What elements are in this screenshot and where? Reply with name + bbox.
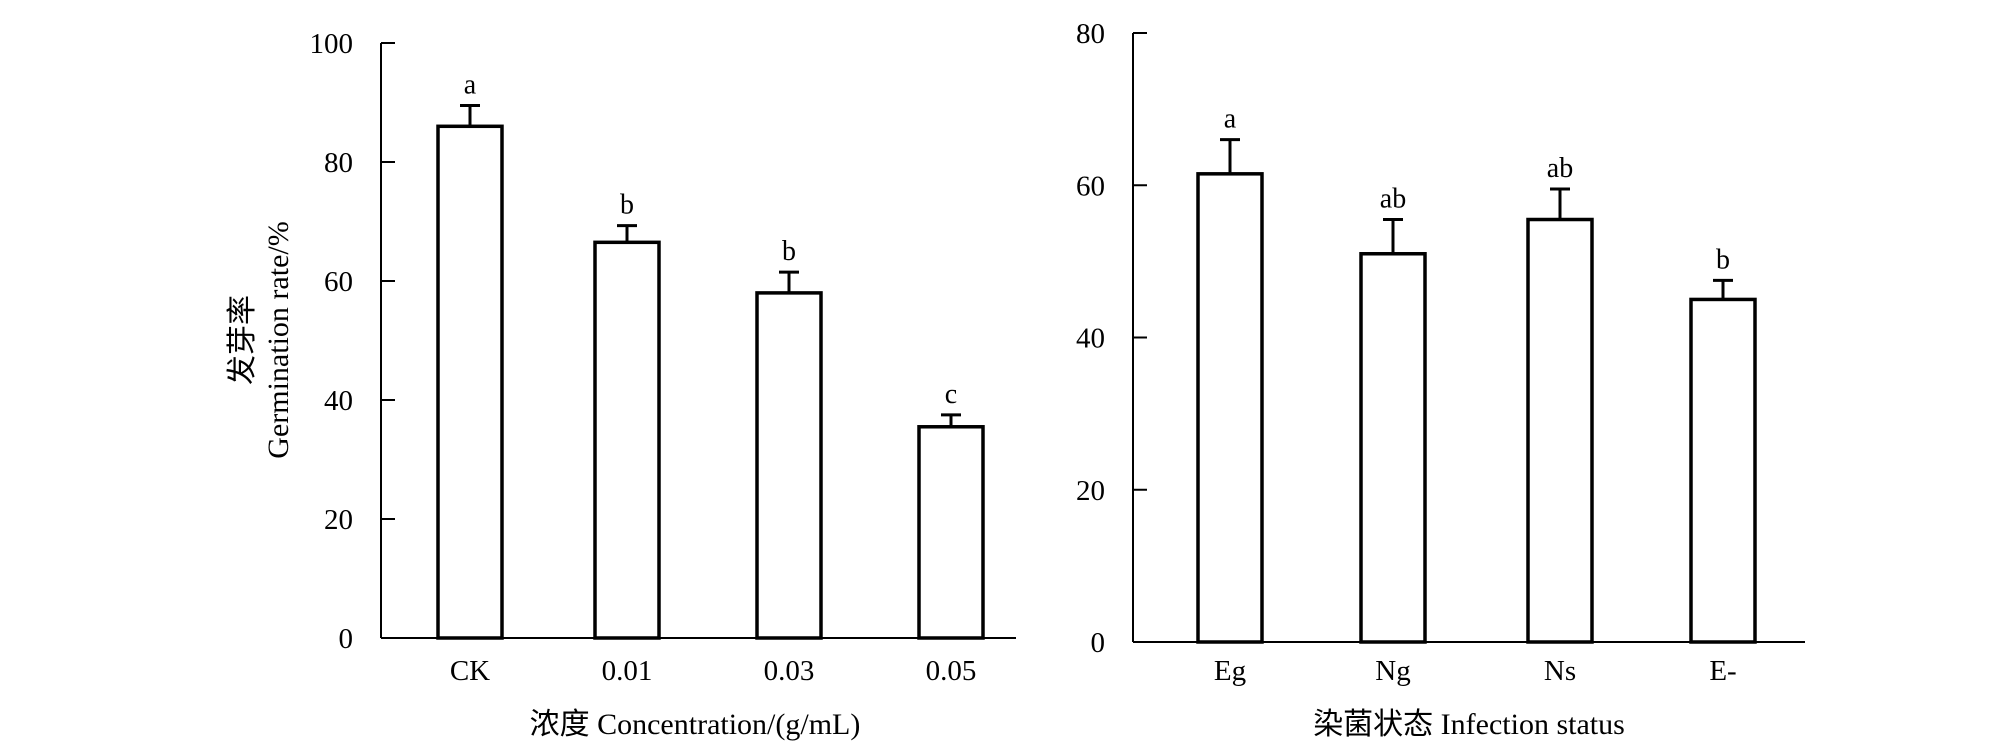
y-tick-label: 0 bbox=[339, 623, 354, 655]
bar bbox=[1689, 297, 1757, 644]
significance-label: a bbox=[1224, 104, 1237, 135]
y-tick-label: 100 bbox=[310, 28, 354, 60]
y-tick-label: 80 bbox=[324, 147, 353, 179]
y-tick-label: 60 bbox=[1076, 170, 1105, 202]
y-tick-label: 80 bbox=[1076, 18, 1105, 50]
chart-germination-by-concentration: 0 20 40 60 80 100 a CK b 0.01 b 0.03 c 0.05 浓度 Concent… bbox=[226, 28, 1016, 741]
significance-label: c bbox=[945, 379, 957, 410]
chart-germination-by-infection-status: 0 20 40 60 80 a Eg ab Ng ab Ns b E- 染菌状态 Infection st… bbox=[1076, 18, 1805, 741]
x-tick-label: Eg bbox=[1214, 655, 1246, 687]
y-axis-title-cn: 发芽率 bbox=[226, 295, 259, 385]
x-tick-label: Ns bbox=[1544, 655, 1576, 687]
y-tick-label: 0 bbox=[1091, 627, 1106, 659]
bar bbox=[917, 425, 985, 640]
x-tick-label: 0.01 bbox=[602, 655, 653, 687]
x-tick-label: E- bbox=[1709, 655, 1736, 687]
significance-label: b bbox=[782, 236, 796, 267]
y-tick-label: 20 bbox=[1076, 475, 1105, 507]
y-tick-label: 20 bbox=[324, 504, 353, 536]
y-tick-label: 60 bbox=[324, 266, 353, 298]
significance-label: b bbox=[620, 190, 634, 221]
bar bbox=[1359, 252, 1427, 644]
significance-label: b bbox=[1716, 244, 1730, 275]
significance-label: ab bbox=[1380, 184, 1406, 215]
significance-label: ab bbox=[1547, 153, 1573, 184]
bar bbox=[1526, 217, 1594, 644]
bar bbox=[593, 240, 661, 640]
y-tick-label: 40 bbox=[1076, 323, 1105, 355]
x-tick-label: CK bbox=[450, 655, 490, 687]
x-axis-title: 浓度 Concentration/(g/mL) bbox=[530, 708, 861, 741]
significance-label: a bbox=[464, 69, 477, 100]
x-axis-title: 染菌状态 Infection status bbox=[1313, 708, 1625, 741]
bar bbox=[436, 124, 504, 640]
bar bbox=[755, 291, 823, 640]
y-tick-label: 40 bbox=[324, 385, 353, 417]
x-tick-label: Ng bbox=[1375, 655, 1410, 687]
x-tick-label: 0.03 bbox=[764, 655, 815, 687]
bar bbox=[1196, 172, 1264, 644]
y-axis-title-en: Germination rate/% bbox=[262, 221, 295, 458]
x-tick-label: 0.05 bbox=[926, 655, 977, 687]
